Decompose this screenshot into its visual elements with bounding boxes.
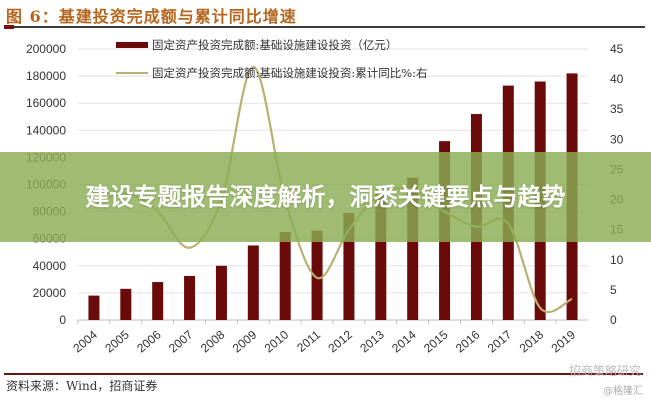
legend: 固定资产投资完成额:基础设施建设投资（亿元） 固定资产投资完成额:基础设施建设投… <box>116 38 428 80</box>
svg-text:2018: 2018 <box>517 327 547 355</box>
watermark-secondary: @格隆汇 <box>603 386 643 397</box>
title-divider-accent <box>4 25 14 29</box>
svg-text:2006: 2006 <box>134 327 164 355</box>
svg-text:30: 30 <box>610 132 624 146</box>
svg-text:2005: 2005 <box>102 327 132 355</box>
svg-text:2011: 2011 <box>294 327 323 355</box>
watermark-primary: 招商策略研究 <box>568 364 641 378</box>
legend-bar-label: 固定资产投资完成额:基础设施建设投资（亿元） <box>152 38 397 52</box>
svg-text:160000: 160000 <box>26 96 66 110</box>
svg-text:2008: 2008 <box>198 327 228 355</box>
banner-headline: 建设专题报告深度解析，洞悉关键要点与趋势 <box>85 183 566 211</box>
figure-title: 图 6：基建投资完成额与累计同比增速 <box>6 7 297 26</box>
svg-text:2016: 2016 <box>453 327 483 355</box>
svg-text:10: 10 <box>610 253 624 267</box>
x-axis-labels: 2004 2005 2006 2007 2008 2009 2010 2011 2012 2013… <box>70 327 578 355</box>
overlay-banner: 建设专题报告深度解析，洞悉关键要点与趋势 <box>0 152 651 242</box>
svg-text:0: 0 <box>59 313 66 327</box>
svg-text:0: 0 <box>610 313 617 327</box>
svg-text:2019: 2019 <box>549 327 579 355</box>
svg-text:2010: 2010 <box>262 327 292 355</box>
footer-divider <box>4 373 643 375</box>
svg-text:2009: 2009 <box>230 327 260 355</box>
svg-text:40: 40 <box>610 72 624 86</box>
svg-text:2013: 2013 <box>357 327 387 355</box>
svg-text:180000: 180000 <box>26 69 66 83</box>
legend-line-label: 固定资产投资完成额:基础设施建设投资:累计同比%:右 <box>152 66 428 80</box>
svg-text:2015: 2015 <box>421 327 451 355</box>
svg-text:2007: 2007 <box>166 327 196 355</box>
svg-text:2014: 2014 <box>389 327 419 355</box>
svg-text:35: 35 <box>610 102 624 116</box>
source-note: 资料来源：Wind，招商证券 <box>6 379 158 393</box>
svg-text:200000: 200000 <box>26 42 66 56</box>
svg-text:2012: 2012 <box>325 327 355 355</box>
svg-text:45: 45 <box>610 42 624 56</box>
svg-text:2004: 2004 <box>70 327 100 355</box>
svg-text:2017: 2017 <box>485 327 515 355</box>
legend-bar-swatch <box>116 42 148 48</box>
svg-text:20000: 20000 <box>33 286 67 300</box>
svg-text:5: 5 <box>610 283 617 297</box>
title-divider <box>4 26 645 28</box>
svg-text:140000: 140000 <box>26 123 66 137</box>
svg-text:40000: 40000 <box>33 259 67 273</box>
